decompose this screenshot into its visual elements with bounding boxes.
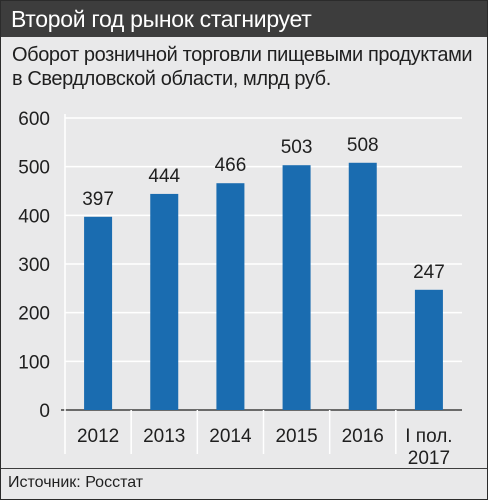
bar xyxy=(150,193,179,410)
x-tick-label: 2016 xyxy=(342,426,384,447)
bars xyxy=(84,162,443,410)
data-labels: 397 444 466 503 508 247 xyxy=(82,135,445,283)
x-tick-label: 2014 xyxy=(209,426,252,447)
x-tick-label: 2012 xyxy=(77,426,119,447)
data-label: 508 xyxy=(347,135,379,156)
bar xyxy=(84,216,113,410)
x-tick-label: 2015 xyxy=(275,426,317,447)
data-label: 444 xyxy=(148,166,180,187)
source-note: Источник: Росстат xyxy=(8,474,144,491)
y-tick-label: 600 xyxy=(18,109,50,130)
x-axis-labels: 2012 2013 2014 2015 2016 I пол.2017 xyxy=(77,426,453,469)
y-tick-label: 100 xyxy=(18,352,50,373)
y-tick-label: 300 xyxy=(18,255,50,276)
y-tick-label: 0 xyxy=(39,401,50,422)
y-tick-label: 400 xyxy=(18,206,50,227)
data-label: 466 xyxy=(215,155,247,176)
data-label: 503 xyxy=(281,137,313,158)
data-label: 247 xyxy=(413,262,445,283)
chart-header: Второй год рынок стагнирует xyxy=(1,1,487,37)
x-tick-label: 2013 xyxy=(143,426,185,447)
bar xyxy=(348,162,377,410)
y-axis-ticks: 0 100 200 300 400 500 600 xyxy=(18,109,50,422)
chart-subtitle: Оборот розничной торговли пищевыми проду… xyxy=(12,44,473,90)
y-tick-label: 200 xyxy=(18,304,50,325)
bar xyxy=(282,165,311,410)
y-tick-label: 500 xyxy=(18,158,50,179)
footer-divider xyxy=(1,468,487,469)
data-label: 397 xyxy=(82,189,114,210)
bar xyxy=(216,183,245,410)
bar xyxy=(414,289,443,410)
grid-lines xyxy=(61,114,462,454)
x-tick-label: 2017 xyxy=(408,448,450,469)
x-tick-label: I пол. xyxy=(405,426,452,447)
